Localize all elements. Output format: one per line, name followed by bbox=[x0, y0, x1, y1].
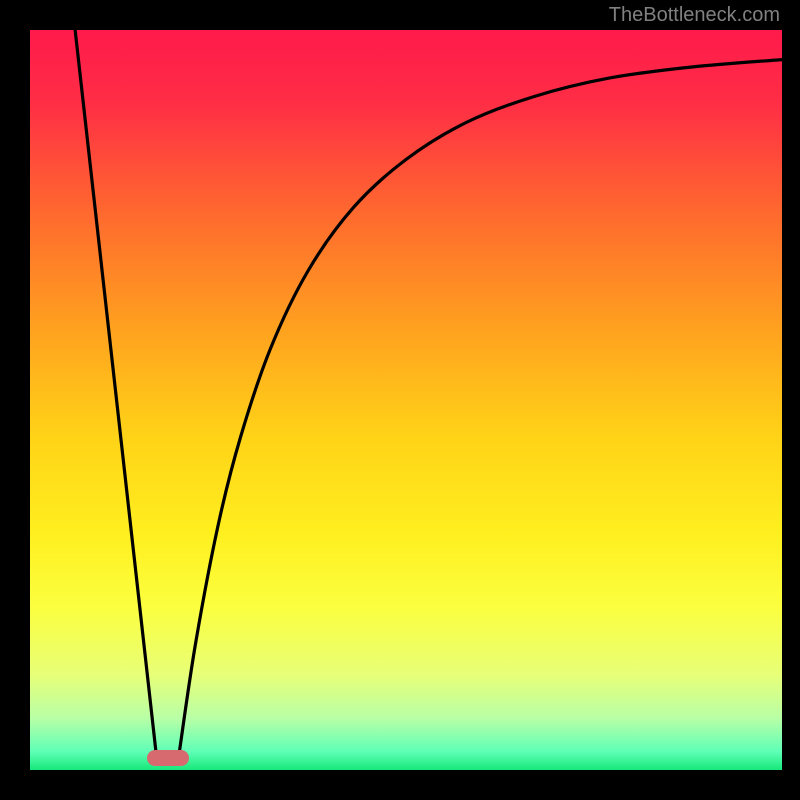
plot-area bbox=[30, 30, 782, 770]
curve-layer bbox=[30, 30, 782, 770]
curve-left-branch bbox=[75, 30, 156, 755]
valley-marker bbox=[147, 750, 189, 766]
curve-right-branch bbox=[179, 60, 782, 756]
watermark-text: TheBottleneck.com bbox=[609, 4, 780, 27]
